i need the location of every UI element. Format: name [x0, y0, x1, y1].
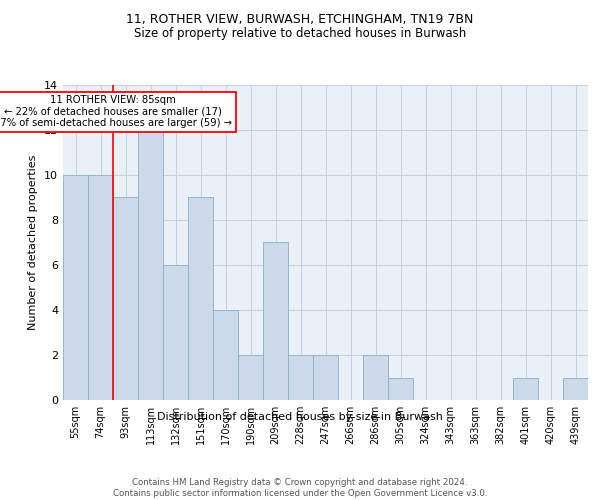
Text: Size of property relative to detached houses in Burwash: Size of property relative to detached ho… [134, 28, 466, 40]
Bar [63, 175, 88, 400]
Bar [88, 175, 113, 400]
Bar [113, 198, 138, 400]
Y-axis label: Number of detached properties: Number of detached properties [28, 155, 38, 330]
Bar [313, 355, 338, 400]
Bar [263, 242, 288, 400]
Bar [213, 310, 238, 400]
Text: 11, ROTHER VIEW, BURWASH, ETCHINGHAM, TN19 7BN: 11, ROTHER VIEW, BURWASH, ETCHINGHAM, TN… [127, 12, 473, 26]
Bar [288, 355, 313, 400]
Bar [363, 355, 388, 400]
Text: 11 ROTHER VIEW: 85sqm
← 22% of detached houses are smaller (17)
77% of semi-deta: 11 ROTHER VIEW: 85sqm ← 22% of detached … [0, 95, 232, 128]
Bar [188, 198, 213, 400]
Bar [138, 130, 163, 400]
Bar [513, 378, 538, 400]
Bar [563, 378, 588, 400]
Text: Distribution of detached houses by size in Burwash: Distribution of detached houses by size … [157, 412, 443, 422]
Text: Contains HM Land Registry data © Crown copyright and database right 2024.
Contai: Contains HM Land Registry data © Crown c… [113, 478, 487, 498]
Bar [163, 265, 188, 400]
Bar [388, 378, 413, 400]
Bar [238, 355, 263, 400]
